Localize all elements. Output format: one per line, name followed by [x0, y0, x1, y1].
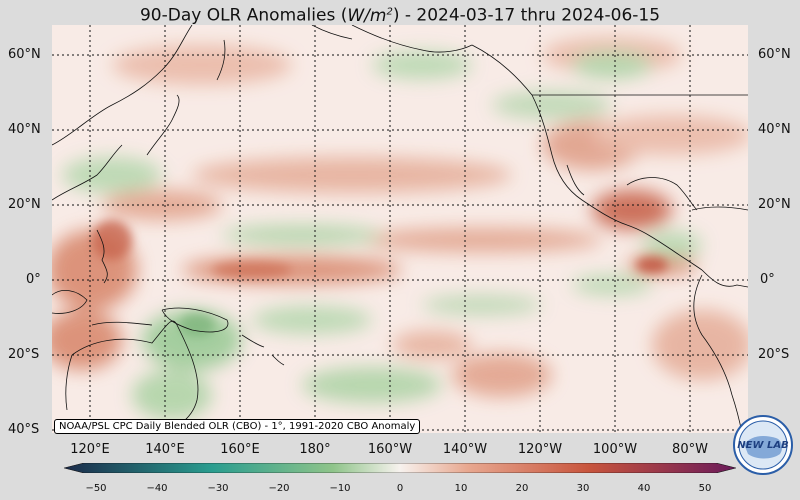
lat-label-0-right: 0° [760, 272, 775, 287]
lat-label-20n: 20°N [8, 197, 41, 212]
lon-label-120w: 120°W [517, 442, 563, 457]
colorbar-tick: −20 [268, 483, 290, 494]
lat-label-60n-right: 60°N [758, 47, 791, 62]
colorbar-tick: −50 [85, 483, 107, 494]
anomaly-map [52, 25, 748, 433]
anomaly-field [52, 25, 748, 433]
colorbar-tick: 50 [698, 483, 712, 494]
lon-label-160e: 160°E [220, 442, 260, 457]
map-title: 90-Day OLR Anomalies (W/m2) - 2024-03-17… [139, 5, 661, 26]
unit-label: W/m2 [347, 5, 393, 26]
colorbar-tick: 0 [396, 483, 404, 494]
lat-label-20s: 20°S [8, 347, 40, 362]
lat-label-40n-right: 40°N [758, 122, 791, 137]
colorbar-tick: 30 [576, 483, 590, 494]
lon-label-160w: 160°W [367, 442, 413, 457]
colorbar-tick: 40 [637, 483, 651, 494]
colorbar-tick: 20 [515, 483, 529, 494]
lat-label-20n-right: 20°N [758, 197, 791, 212]
svg-text:NEW LAB: NEW LAB [737, 440, 788, 451]
noaa-psl-logo-icon: NEW LAB [733, 415, 793, 475]
lat-label-60n: 60°N [8, 47, 41, 62]
lon-label-140e: 140°E [145, 442, 185, 457]
coastlines [52, 25, 748, 433]
lon-label-120e: 120°E [70, 442, 110, 457]
lat-label-40n: 40°N [8, 122, 41, 137]
lat-label-40s: 40°S [8, 422, 40, 437]
lat-label-20s-right: 20°S [758, 347, 790, 362]
colorbar-tick: −30 [207, 483, 229, 494]
colorbar-tick: −40 [146, 483, 168, 494]
data-source-note: NOAA/PSL CPC Daily Blended OLR (CBO) - 1… [54, 419, 421, 434]
lat-label-0: 0° [26, 272, 41, 287]
lon-label-100w: 100°W [592, 442, 638, 457]
lon-label-80w: 80°W [672, 442, 708, 457]
colorbar [64, 463, 736, 473]
lon-label-180: 180° [299, 442, 331, 457]
graticule [52, 25, 748, 433]
colorbar-tick: −10 [329, 483, 351, 494]
lon-label-140w: 140°W [442, 442, 488, 457]
colorbar-tick: 10 [454, 483, 468, 494]
